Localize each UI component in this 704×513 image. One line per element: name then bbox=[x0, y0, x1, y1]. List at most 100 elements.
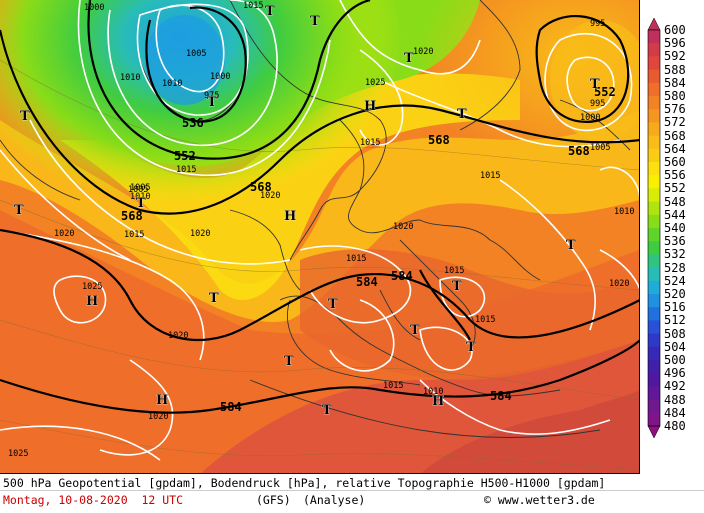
legend-level-label: 532 bbox=[664, 247, 686, 262]
pressure-center-marker: T bbox=[328, 297, 338, 312]
footer-divider bbox=[0, 490, 704, 491]
geopotential-lines bbox=[0, 0, 639, 414]
legend-level-label: 576 bbox=[664, 102, 686, 117]
legend-level-label: 520 bbox=[664, 287, 686, 301]
legend-swatch bbox=[648, 201, 660, 216]
run-type: (Analyse) bbox=[303, 493, 366, 507]
geopotential-label: 584 bbox=[356, 275, 378, 289]
legend-swatch bbox=[648, 254, 660, 269]
legend-level-label: 556 bbox=[664, 168, 686, 183]
pressure-center-marker: H bbox=[156, 393, 168, 408]
model-name: (GFS) bbox=[256, 493, 291, 507]
pressure-center-marker: T bbox=[136, 196, 146, 211]
pressure-label: 1005 bbox=[186, 49, 206, 59]
legend-swatch bbox=[648, 162, 660, 176]
legend-level-label: 516 bbox=[664, 300, 686, 315]
pressure-label: 1015 bbox=[480, 171, 500, 181]
geopotential-label: 584 bbox=[490, 389, 512, 403]
legend-swatch bbox=[648, 30, 660, 44]
legend-swatch bbox=[648, 122, 660, 137]
legend-swatch bbox=[648, 188, 660, 203]
pressure-center-marker: T bbox=[457, 107, 467, 122]
footer: 500 hPa Geopotential [gpdam], Bodendruck… bbox=[0, 474, 704, 513]
legend-swatch bbox=[648, 412, 660, 427]
weather-map: 536 552 568 568 568 584 584 584 584 568 … bbox=[0, 0, 640, 474]
map-canvas: 536 552 568 568 568 584 584 584 584 568 … bbox=[0, 0, 639, 473]
pressure-label: 1025 bbox=[8, 449, 28, 459]
legend-frame bbox=[647, 29, 661, 427]
pressure-label: 1020 bbox=[190, 229, 210, 239]
legend-swatch bbox=[648, 228, 660, 242]
pressure-center-marker: T bbox=[322, 403, 332, 418]
pressure-center-marker: T bbox=[310, 14, 320, 29]
legend-swatch bbox=[648, 214, 660, 229]
legend-swatch bbox=[648, 56, 660, 71]
pressure-label: 1015 bbox=[444, 266, 464, 276]
pressure-label: 1020 bbox=[148, 412, 168, 422]
geopotential-label: 584 bbox=[391, 269, 413, 283]
legend-level-label: 600 bbox=[664, 23, 686, 37]
legend-level-label: 544 bbox=[664, 207, 686, 222]
legend-level-label: 592 bbox=[664, 49, 686, 64]
legend-swatch bbox=[648, 346, 660, 361]
pressure-label-group: 1000 1005 1010 1015 1020 1025 1010 1015 … bbox=[8, 1, 634, 459]
legend-swatch bbox=[648, 386, 660, 401]
color-legend bbox=[640, 0, 704, 474]
pressure-label: 1015 bbox=[360, 138, 380, 148]
legend-swatch bbox=[648, 360, 660, 374]
geopotential-label: 552 bbox=[174, 149, 196, 163]
legend-level-label: 548 bbox=[664, 194, 686, 209]
pressure-center-marker: T bbox=[590, 77, 600, 92]
legend-arrow-bottom bbox=[647, 425, 661, 439]
legend-level-label: 568 bbox=[664, 128, 686, 143]
pressure-label: 1005 bbox=[128, 185, 148, 195]
legend-swatch bbox=[648, 320, 660, 335]
pressure-label: 1015 bbox=[475, 315, 495, 325]
pressure-label: 1010 bbox=[614, 207, 634, 217]
pressure-label: 1010 bbox=[130, 192, 150, 202]
pressure-label: 1025 bbox=[82, 282, 102, 292]
pressure-label: 1000 bbox=[580, 113, 600, 123]
copyright-link[interactable]: © www.wetter3.de bbox=[484, 493, 595, 507]
pressure-label: 1015 bbox=[176, 165, 196, 175]
legend-level-label: 572 bbox=[664, 115, 686, 130]
pressure-label: 995 bbox=[590, 19, 605, 29]
legend-level-label: 580 bbox=[664, 89, 686, 103]
legend-swatch bbox=[648, 307, 660, 321]
pressure-label: 1010 bbox=[162, 79, 182, 89]
pressure-center-marker: T bbox=[466, 340, 476, 355]
pressure-label: 1020 bbox=[609, 279, 629, 289]
pressure-center-marker: H bbox=[86, 294, 98, 309]
legend-swatch bbox=[648, 43, 660, 57]
pressure-label: 1020 bbox=[393, 222, 413, 232]
relative-topography bbox=[0, 59, 639, 471]
legend-swatch bbox=[648, 280, 660, 295]
europe-warm bbox=[300, 249, 639, 380]
geopotential-label: 552 bbox=[594, 85, 616, 99]
pressure-label: 1020 bbox=[168, 331, 188, 341]
valid-date: Montag, 10-08-2020 12 UTC bbox=[3, 493, 184, 507]
pressure-label: 1020 bbox=[413, 47, 433, 57]
pressure-center-group: T T T T H T T T T H H T T T T T T H H T … bbox=[14, 4, 601, 419]
legend-level-label: 596 bbox=[664, 36, 686, 51]
geopotential-label-group: 536 552 568 568 568 584 584 584 584 568 … bbox=[121, 85, 616, 414]
pressure-label: 975 bbox=[204, 91, 219, 101]
pressure-center-marker: T bbox=[20, 109, 30, 124]
pressure-center-marker: T bbox=[566, 238, 576, 253]
legend-swatch bbox=[648, 82, 660, 97]
legend-level-label: 588 bbox=[664, 62, 686, 77]
legend-level-label: 512 bbox=[664, 313, 686, 328]
legend-level-label: 584 bbox=[664, 75, 686, 90]
legend-swatch bbox=[648, 69, 660, 84]
pressure-label: 1015 bbox=[383, 381, 403, 391]
legend-level-label: 528 bbox=[664, 260, 686, 275]
legend-swatch bbox=[648, 135, 660, 150]
pressure-center-marker: T bbox=[410, 323, 420, 338]
legend-swatch bbox=[648, 294, 660, 308]
legend-swatch bbox=[648, 175, 660, 189]
pressure-center-marker: H bbox=[432, 394, 444, 409]
legend-level-label: 524 bbox=[664, 273, 686, 288]
legend-level-label: 500 bbox=[664, 353, 686, 367]
pressure-label: 1015 bbox=[243, 1, 263, 11]
legend-level-label: 504 bbox=[664, 339, 686, 354]
